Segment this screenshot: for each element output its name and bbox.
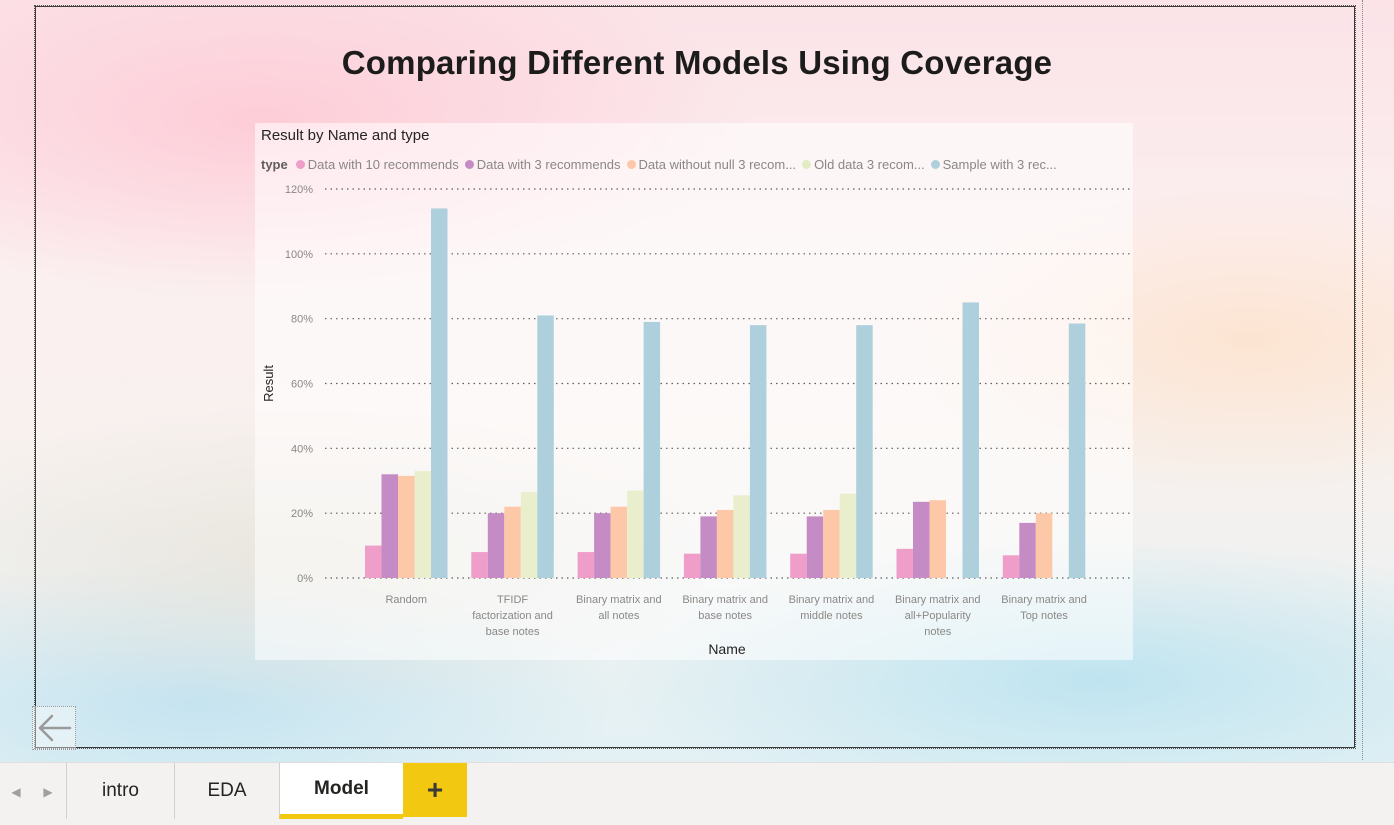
legend-item[interactable]: Data without null 3 recom...	[626, 157, 797, 172]
bar	[929, 500, 946, 578]
y-tick-label: 120%	[285, 184, 313, 196]
page-title: Comparing Different Models Using Coverag…	[341, 44, 1053, 81]
bar-chart: 0% 20% 40% 60% 80% 100% 120% Result Name Random TF…	[261, 184, 1130, 657]
legend-item-label: Sample with 3 rec...	[942, 157, 1057, 172]
y-tick-label: 0%	[297, 573, 313, 585]
x-tick-label: TFIDF factorization and base notes	[472, 594, 553, 638]
bar	[398, 475, 415, 578]
y-tick-label: 80%	[291, 314, 313, 326]
tab-navigation: ◀ ▶	[0, 763, 66, 821]
x-tick-label: Binary matrix and middle notes	[789, 594, 875, 622]
bar	[431, 208, 448, 578]
x-tick-label: Binary matrix and base notes	[682, 594, 768, 622]
y-tick-label: 100%	[285, 249, 313, 261]
tab-eda[interactable]: EDA	[174, 763, 279, 819]
bar	[700, 516, 717, 578]
bar	[381, 474, 398, 578]
x-axis-title: Name	[708, 641, 746, 657]
tab-intro[interactable]: intro	[66, 763, 174, 819]
legend-title: type	[261, 157, 288, 172]
legend-item[interactable]: Old data 3 recom...	[802, 157, 925, 172]
page-edge	[1362, 0, 1364, 760]
bar	[823, 509, 840, 578]
bar	[716, 509, 734, 578]
legend-dot-icon	[295, 160, 305, 169]
bar	[1019, 522, 1036, 578]
bar	[414, 471, 431, 578]
back-button[interactable]	[32, 706, 76, 750]
bar	[856, 325, 873, 578]
x-tick-label: Binary matrix and Top notes	[1001, 594, 1087, 622]
triangle-right-icon[interactable]: ▶	[43, 785, 53, 799]
bar	[594, 513, 611, 578]
bar	[962, 302, 979, 578]
bar	[913, 501, 930, 578]
legend-item-label: Data with 3 recommends	[476, 157, 621, 172]
legend-dot-icon	[626, 160, 636, 169]
bar	[790, 553, 807, 578]
y-tick-label: 40%	[291, 443, 313, 455]
legend-item-label: Data with 10 recommends	[307, 157, 459, 172]
page-tab-bar: ◀ ▶ intro EDA Model +	[0, 762, 1394, 825]
bar	[749, 325, 767, 578]
triangle-left-icon[interactable]: ◀	[11, 785, 21, 799]
bar	[610, 506, 628, 578]
legend-item[interactable]: Data with 3 recommends	[464, 157, 621, 172]
y-tick-label: 60%	[291, 379, 313, 391]
legend-item-label: Data without null 3 recom...	[638, 157, 797, 172]
bar	[577, 552, 595, 578]
bar	[896, 548, 913, 578]
bar	[487, 513, 505, 578]
bar	[1068, 323, 1086, 578]
legend-dot-icon	[930, 160, 940, 169]
bar	[1002, 555, 1020, 578]
arrow-left-icon	[38, 714, 72, 742]
bar	[471, 552, 488, 578]
legend-item[interactable]: Data with 10 recommends	[295, 157, 459, 172]
bar	[1035, 513, 1053, 578]
bar	[365, 545, 382, 578]
bar	[520, 492, 538, 578]
x-tick-label: Binary matrix and all notes	[576, 594, 662, 622]
chart-visual[interactable]: Result by Name and type type Data with 1…	[255, 123, 1133, 660]
legend-item-label: Old data 3 recom...	[814, 157, 925, 172]
bar	[627, 490, 644, 578]
bar	[537, 315, 554, 578]
y-axis-title: Result	[261, 365, 276, 402]
bar	[806, 516, 824, 578]
add-page-button[interactable]: +	[403, 763, 467, 817]
legend-dot-icon	[802, 160, 812, 169]
bar	[683, 553, 701, 578]
legend-item[interactable]: Sample with 3 rec...	[930, 157, 1057, 172]
bar	[733, 495, 750, 578]
chart-title: Result by Name and type	[261, 127, 430, 144]
bar	[504, 506, 521, 578]
legend-dot-icon	[464, 160, 474, 169]
x-tick-label: Random	[385, 594, 427, 606]
bar	[839, 493, 857, 578]
bar	[643, 321, 661, 578]
chart-legend: type Data with 10 recommends Data with 3…	[261, 157, 1063, 172]
tab-model[interactable]: Model	[279, 763, 403, 819]
x-tick-label: Binary matrix and all+Popularity notes	[895, 594, 981, 638]
y-tick-label: 20%	[291, 508, 313, 520]
